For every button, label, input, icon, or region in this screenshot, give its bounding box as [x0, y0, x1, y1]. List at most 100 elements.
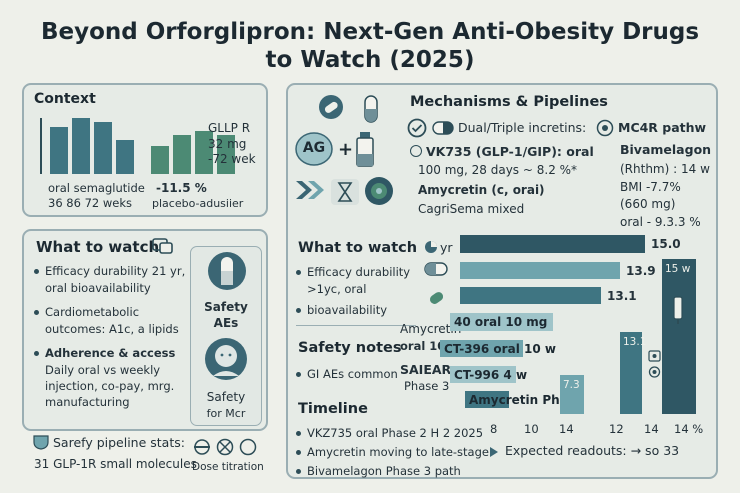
x-tick: 10 — [524, 422, 539, 436]
timeline-item3: Bivamelagon Phase 3 path — [296, 463, 461, 479]
saiear-phase: Phase 3 — [404, 379, 450, 393]
context-right-caption: placebo-adusiier — [152, 197, 244, 210]
ag-label: AG — [302, 140, 326, 156]
hbar-label: CT-396 oral 10 w — [444, 342, 556, 356]
mech-dual: Dual/Triple incretins: — [458, 120, 587, 135]
timeline-item2: Amycretin moving to late-stage — [296, 444, 489, 460]
page-title: Beyond Orforglipron: Next-Gen Anti-Obesi… — [40, 19, 700, 45]
x-tick: 14 — [559, 422, 574, 436]
vbar-chart: 7.3 13.1 15 w — [560, 259, 700, 414]
context-label-r1: GLLP R — [208, 121, 251, 135]
context-bar — [173, 135, 191, 174]
safety1-label: Safety — [204, 300, 248, 314]
saiear-label: SAIEAR — [400, 362, 452, 377]
x-tick: 12 — [609, 422, 624, 436]
hbar — [460, 235, 645, 253]
timeline-item1: VKZ735 oral Phase 2 H 2 2025 — [296, 425, 483, 441]
page-subtitle: to Watch (2025) — [265, 47, 475, 73]
watch-left-item3-l2: Daily oral vs weekly — [45, 363, 161, 377]
context-bar — [72, 118, 90, 174]
hbar-chart: 15.0 13.9 13.1 40 oral 10 mg CT-396 oral 10 … — [300, 235, 700, 415]
hbar — [460, 287, 601, 304]
target-icon — [596, 119, 614, 137]
shield-icon — [33, 435, 49, 450]
hbar-label: 15.0 — [651, 237, 681, 251]
arrow-icon — [490, 447, 498, 457]
x-tick: 14 — [644, 422, 659, 436]
context-right-chart — [151, 118, 235, 174]
capsule-icon — [208, 252, 246, 290]
watch-right-item1-cont: >1yc, oral — [307, 282, 367, 296]
safety-notes-item: GI AEs common — [296, 366, 398, 382]
capsule-bar-icon-2 — [429, 292, 444, 304]
hbar-label: 40 oral 10 mg — [454, 315, 548, 329]
plus-sign: + — [338, 139, 354, 160]
ag-icon — [295, 132, 333, 166]
chat-icon — [152, 238, 173, 254]
watch-left-heading: What to watch — [36, 238, 160, 256]
hbar-label: 13.9 — [626, 264, 656, 278]
mech-biv-l4: (660 mg) — [620, 197, 676, 211]
mech-mc4r: MC4R pathw — [618, 120, 707, 135]
mech-amy-l1: Amycretin (c, orai) — [418, 183, 545, 197]
vbar — [560, 375, 584, 414]
context-left-caption-2: 36 86 72 weks — [48, 196, 132, 210]
watch-left-item3: Adherence & access — [34, 345, 175, 361]
hourglass-icon — [331, 179, 359, 205]
amy-label: Amycretin — [400, 322, 462, 336]
hbar-label: Amycretin Phh 3 — [469, 393, 581, 407]
divider — [296, 325, 416, 326]
watch-left-item1: Efficacy durability 21 yr, — [34, 263, 185, 279]
context-bar — [94, 122, 112, 174]
context-label-r3: -72 wek — [208, 152, 256, 166]
mech-biv-l1: Bivamelagon — [620, 142, 712, 157]
mech-heading: Mechanisms & Pipelines — [410, 94, 608, 110]
safety1-sub: AEs — [213, 316, 239, 330]
dose-label: Dose titration — [192, 461, 264, 473]
hbar-label: 13.1 — [607, 289, 637, 303]
capsule-small-icon — [364, 95, 378, 123]
x-tick: 14 % — [674, 422, 704, 436]
dose-icons — [194, 438, 257, 456]
mech-amy-l2: CagriSema mixed — [418, 202, 525, 216]
context-left-chart — [50, 118, 142, 174]
mech-biv-l5: oral - 9.3.3 % — [620, 215, 701, 229]
context-bar — [116, 140, 134, 174]
context-bar — [195, 131, 213, 174]
stats-label: Sarefy pipeline stats: — [53, 435, 185, 450]
mech-vk-l1: VK735 (GLP-1/GIP): oral — [410, 144, 594, 160]
hbar — [465, 391, 509, 408]
context-label-r2: 32 mg — [208, 137, 247, 151]
watch-left-item3-l4: manufacturing — [45, 395, 130, 409]
stats-value: 31 GLP-1R small molecules — [34, 457, 197, 471]
vbar — [620, 332, 642, 414]
context-left-caption-1: oral semaglutide — [48, 181, 145, 195]
person-icon — [205, 338, 247, 380]
watch-right-yr: yr — [440, 240, 453, 255]
check-icon — [407, 118, 427, 138]
safety2-label: Safety — [206, 390, 246, 404]
context-bar — [50, 127, 68, 174]
watch-right-heading: What to watch — [298, 240, 418, 256]
mech-biv-l3: BMI -7.7% — [620, 180, 681, 194]
vial-icon — [356, 132, 374, 167]
mech-vk-l2: 100 mg, 28 days ~ 8.2 %* — [418, 163, 578, 177]
timeline-expected: Expected readouts: → so 33 — [505, 443, 680, 458]
watch-right-item1: Efficacy durability — [296, 264, 410, 280]
timeline-heading: Timeline — [298, 401, 368, 417]
pie-icon — [425, 241, 437, 253]
hbar — [450, 366, 516, 383]
vbar — [662, 259, 696, 414]
vbar-label: 15 w — [665, 263, 691, 275]
context-pct: -11.5 % — [156, 181, 207, 195]
vbar-label: 13.1 — [623, 336, 647, 348]
watch-right-item2: bioavailability — [296, 302, 387, 318]
hbar — [450, 313, 553, 331]
safety-notes-heading: Safety notes — [298, 340, 402, 356]
safety2-sub: for Mcr — [206, 407, 246, 420]
context-heading: Context — [34, 91, 96, 107]
cell-icon — [365, 177, 393, 205]
watch-left-item2-cont: outcomes: A1c, a lipids — [45, 322, 179, 336]
context-bar — [217, 135, 235, 174]
capsule-bar-icon-1 — [424, 262, 448, 276]
